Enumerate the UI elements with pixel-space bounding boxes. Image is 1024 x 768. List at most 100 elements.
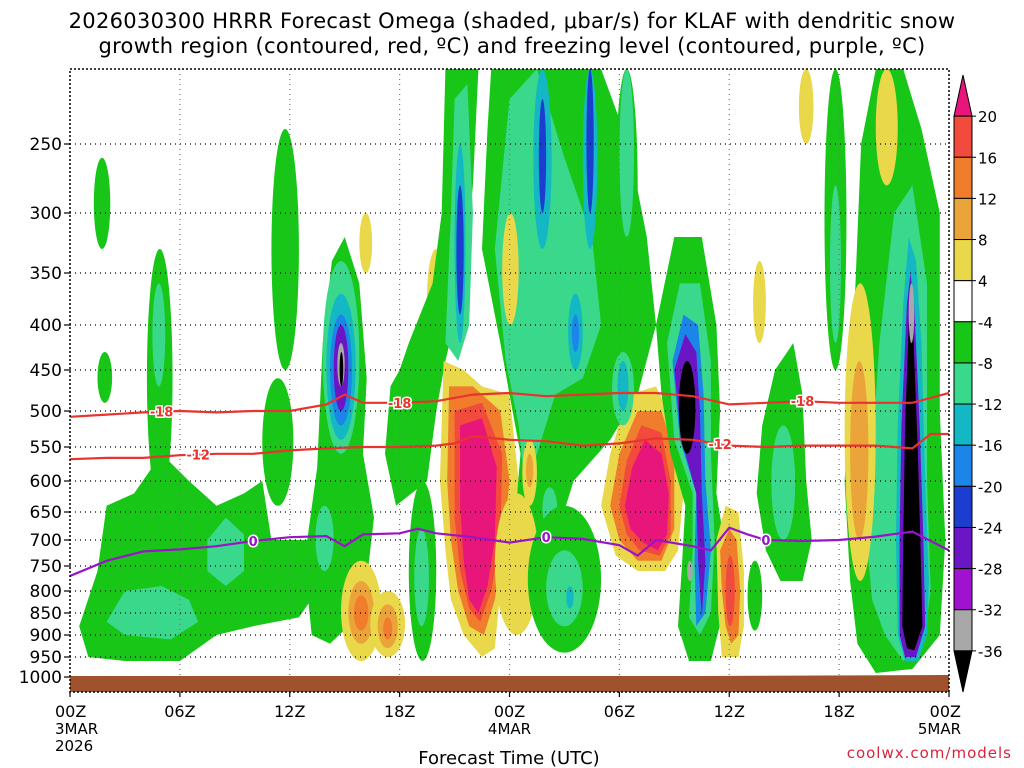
omega-region-03z-dark: [571, 314, 580, 352]
colorbar-label-8: -16: [978, 437, 1003, 455]
y-tick-label-550: 550: [30, 438, 62, 458]
x-tick-label-36: 12Z: [714, 702, 745, 721]
x-tick-label-0: 00Z: [55, 702, 86, 721]
contour-line-2: [70, 526, 949, 578]
omega-region-03z-blue-low: [566, 586, 574, 609]
omega-region-09z-core: [678, 361, 696, 454]
omega-region-15z-core: [339, 352, 344, 387]
omega-region-early-mid-green: [97, 352, 113, 403]
contour-label-1-0: -12: [186, 448, 210, 463]
y-tick-label-500: 500: [30, 402, 62, 422]
omega-region-00z-upper-teal: [494, 69, 602, 481]
omega-region-01z-tan-mid: [525, 453, 534, 488]
y-tick-label-850: 850: [30, 604, 62, 624]
x-tick-label-24: 00Z: [494, 702, 525, 721]
y-tick-label-450: 450: [30, 361, 62, 381]
colorbar-bin-14: [953, 650, 973, 693]
x-tick-sublabel-0-1: 2026: [55, 737, 93, 755]
colorbar-bin-10: [953, 485, 973, 528]
colorbar-bin-8: [953, 403, 973, 446]
colorbar-label-1: 16: [978, 149, 997, 167]
y-tick-label-750: 750: [30, 557, 62, 577]
omega-region-00z-yellow-low: [494, 493, 539, 635]
omega-region-06z-teal-upper: [619, 69, 635, 237]
y-tick-label-250: 250: [30, 135, 62, 155]
y-tick-label-600: 600: [30, 472, 62, 492]
ground-surface-edge: [70, 675, 949, 680]
contour-label-0-0: -18: [150, 406, 174, 421]
colorbar-label-12: -32: [978, 602, 1003, 620]
contour-line-0: [70, 391, 949, 418]
contour-lines: -18 -18 -18 -12 -12 0 0 0: [70, 391, 949, 578]
omega-region-col-6z-teal: [152, 283, 166, 387]
y-tick-label-900: 900: [30, 626, 62, 646]
contour-line-1: [70, 432, 949, 461]
credit-url: coolwx.com/models: [846, 744, 1012, 762]
colorbar-label-11: -28: [978, 561, 1003, 579]
colorbar-label-0: 20: [978, 108, 997, 126]
omega-region-12z-green: [271, 129, 299, 370]
omega-region-00z-yellow-upper: [502, 213, 519, 325]
omega-region-13z-green-low: [747, 560, 763, 631]
colorbar-bin-7: [953, 362, 973, 405]
x-tick-label-12: 12Z: [274, 702, 305, 721]
colorbar-bin-13: [953, 609, 973, 652]
omega-region-18z-right-tan: [850, 361, 869, 540]
y-tick-label-700: 700: [30, 531, 62, 551]
colorbar-bin-2: [953, 156, 973, 199]
omega-region-18z-orange: [383, 617, 393, 640]
colorbar-bin-4: [953, 239, 973, 282]
x-tick-sublabel-48-0: 5MAR: [918, 720, 961, 738]
colorbar-label-9: -20: [978, 478, 1003, 496]
colorbar-label-7: -12: [978, 396, 1003, 414]
y-tick-label-300: 300: [30, 204, 62, 224]
omega-region-09z-gray: [687, 560, 693, 582]
omega-region-23z-core: [902, 304, 923, 651]
omega-region-15z-right-teal: [771, 425, 796, 540]
x-tick-label-48: 00Z: [930, 702, 961, 721]
omega-region-04z-dark-upper: [586, 69, 594, 213]
colorbar-label-3: 8: [978, 232, 988, 250]
y-tick-label-350: 350: [30, 264, 62, 284]
contour-label-2-1: 0: [542, 531, 551, 546]
contour-label-1-1: -12: [708, 438, 732, 453]
contour-label-0-2: -18: [791, 395, 815, 410]
omega-region-13z-low-teal: [315, 505, 334, 571]
colorbar-label-4: 4: [978, 273, 988, 291]
colorbar-bin-6: [953, 321, 973, 364]
omega-region-06z-blue: [617, 361, 629, 411]
omega-region-21z-dark: [456, 185, 464, 315]
y-tick-label-800: 800: [30, 582, 62, 602]
chart-title-line-2: growth region (contoured, red, ºC) and f…: [98, 34, 926, 58]
colorbar: 20 16 12 8 4 -4 -8 -12 -16 -20 -24 -28 -32 -36: [953, 74, 1003, 693]
omega-region-19z-teal: [414, 528, 429, 627]
omega-region-22z-upper-yellow: [875, 69, 898, 186]
x-axis-title: Forecast Time (UTC): [418, 748, 599, 768]
omega-region-12z-green-low: [262, 378, 294, 506]
contour-label-2-0: 0: [249, 535, 258, 550]
omega-region-19z-teal-upper: [829, 185, 841, 343]
omega-region-upper-yellow-1: [359, 213, 373, 273]
x-tick-label-6: 06Z: [164, 702, 195, 721]
colorbar-label-6: -8: [978, 355, 993, 373]
colorbar-bin-12: [953, 568, 973, 611]
omega-region-17z-orange: [353, 595, 369, 631]
omega-region-17z-yellow-up: [798, 69, 814, 144]
omega-region-early-upper-green-1: [93, 157, 111, 249]
y-tick-label-950: 950: [30, 648, 62, 668]
contour-label-2-2: 0: [761, 534, 770, 549]
colorbar-label-5: -4: [978, 314, 993, 332]
omega-region-left-low-teal: [106, 586, 199, 640]
x-tick-sublabel-0-0: 3MAR: [55, 720, 98, 738]
x-tick-label-30: 06Z: [604, 702, 635, 721]
omega-region-left-low-teal-2: [207, 517, 244, 586]
omega-region-13z-yellow-up: [753, 261, 766, 343]
colorbar-bin-5: [953, 280, 973, 323]
colorbar-bin-1: [953, 115, 973, 158]
y-tick-label-1000: 1000: [19, 668, 62, 688]
colorbar-label-2: 12: [978, 190, 997, 208]
x-tick-label-18: 18Z: [384, 702, 415, 721]
omega-shading: [79, 69, 946, 673]
